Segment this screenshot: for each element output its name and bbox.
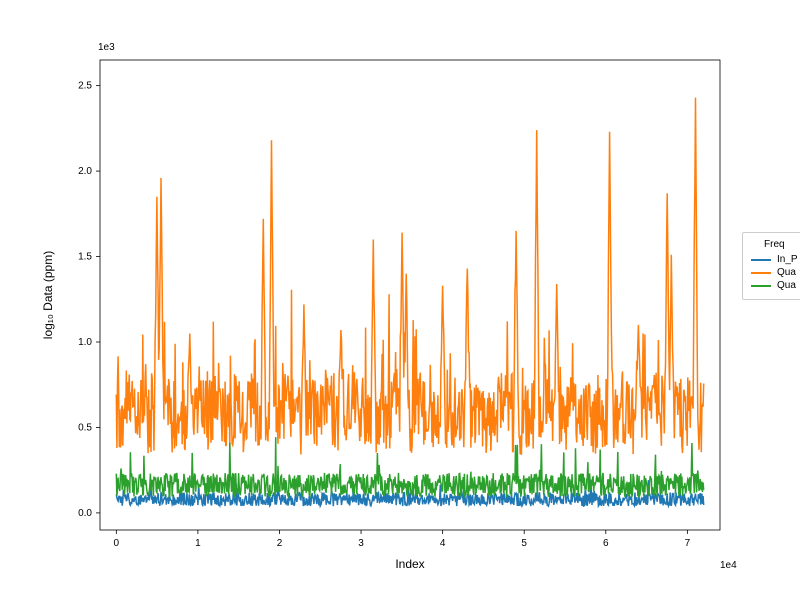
line-chart: 0 1 2 3 4 5 6 7 0.0 0.5 1.0 1.5 2.0 2.5 Index log₁₀ Dat…: [0, 0, 800, 600]
x-tick-label: 6: [603, 538, 609, 549]
legend-title: Freq: [751, 239, 798, 250]
legend-label: In_P: [777, 254, 798, 265]
x-tick-label: 4: [440, 538, 446, 549]
x-tick-label: 1: [195, 538, 201, 549]
series-qua-orange: [116, 98, 703, 455]
legend-item: Qua: [751, 267, 798, 278]
y-multiplier: 1e3: [98, 42, 115, 53]
x-tick-label: 5: [521, 538, 527, 549]
legend-swatch: [751, 272, 771, 274]
legend-swatch: [751, 259, 771, 261]
x-axis-label: Index: [395, 557, 424, 571]
legend-label: Qua: [777, 280, 796, 291]
legend-item: Qua: [751, 280, 798, 291]
legend-swatch: [751, 285, 771, 287]
y-tick-label: 2.0: [78, 166, 92, 177]
x-multiplier: 1e4: [720, 560, 737, 571]
y-tick-label: 1.0: [78, 337, 92, 348]
y-axis-label: log₁₀ Data (ppm): [41, 251, 55, 339]
series-group: [116, 98, 703, 507]
x-tick-label: 7: [685, 538, 691, 549]
legend-label: Qua: [777, 267, 796, 278]
chart-container: 0 1 2 3 4 5 6 7 0.0 0.5 1.0 1.5 2.0 2.5 Index log₁₀ Dat…: [0, 0, 800, 600]
y-tick-label: 1.5: [78, 252, 92, 263]
y-tick-label: 2.5: [78, 81, 92, 92]
x-tick-label: 2: [277, 538, 283, 549]
x-tick-label: 0: [114, 538, 120, 549]
y-tick-label: 0.5: [78, 422, 92, 433]
legend-item: In_P: [751, 254, 798, 265]
y-tick-label: 0.0: [78, 508, 92, 519]
x-tick-label: 3: [358, 538, 364, 549]
legend: Freq In_P Qua Qua: [742, 232, 800, 300]
